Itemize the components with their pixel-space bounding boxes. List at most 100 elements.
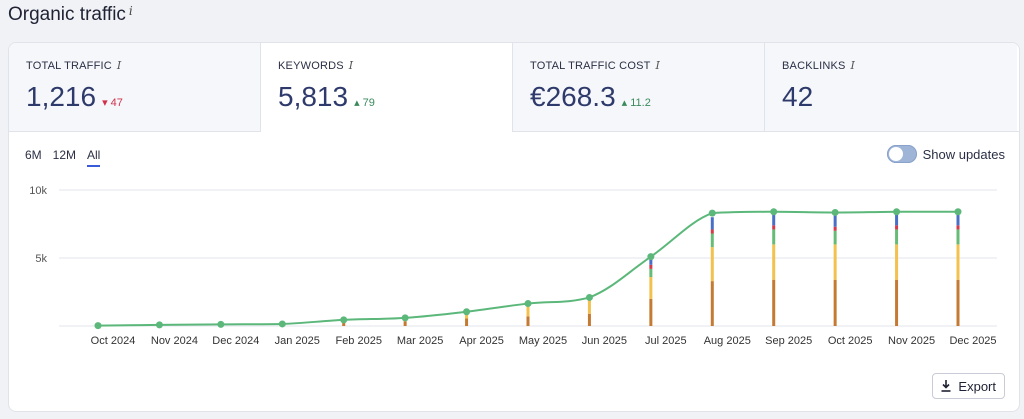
x-tick-label: Nov 2025	[888, 335, 935, 347]
data-point	[278, 320, 286, 328]
info-icon[interactable]: i	[128, 4, 133, 18]
bar-segment	[772, 244, 776, 280]
y-tick-label: 10k	[29, 185, 47, 197]
bar-segment	[649, 259, 653, 265]
data-point	[340, 316, 348, 324]
bar-segment	[587, 300, 591, 314]
show-updates-control[interactable]: Show updates	[886, 145, 1005, 163]
bar-segment	[772, 229, 776, 245]
data-point	[770, 208, 778, 216]
bar-segment	[895, 279, 899, 326]
metric-label: KEYWORDS i	[278, 59, 354, 72]
metric-value: 42	[782, 81, 814, 112]
metric-label: TOTAL TRAFFIC COST i	[530, 59, 661, 72]
bar-segment	[587, 313, 591, 326]
tab-12m[interactable]: 12M	[52, 148, 77, 162]
bar-segment	[710, 217, 714, 230]
x-tick-label: Feb 2025	[335, 335, 381, 347]
data-point	[94, 322, 102, 330]
bar-segment	[710, 247, 714, 282]
bar-segment	[465, 312, 469, 319]
bar-segment	[833, 279, 837, 326]
info-icon[interactable]: i	[116, 59, 122, 72]
metric-delta: ▾ 47	[102, 97, 123, 109]
metric-label: BACKLINKS i	[782, 59, 856, 72]
bar-segment	[772, 213, 776, 226]
bar-segment	[342, 321, 346, 326]
x-tick-label: Jun 2025	[582, 335, 627, 347]
bar-segment	[649, 264, 653, 269]
bar-segment	[895, 244, 899, 280]
bar-segment	[956, 229, 960, 245]
tab-6m[interactable]: 6M	[25, 148, 42, 162]
export-button[interactable]: Export	[932, 373, 1005, 399]
show-updates-toggle[interactable]	[886, 145, 917, 163]
bar-segment	[772, 225, 776, 230]
tab-all[interactable]: All	[87, 148, 101, 167]
bar-segment	[649, 298, 653, 326]
x-tick-label: Oct 2024	[91, 335, 136, 347]
data-point	[155, 321, 163, 329]
bar-segment	[403, 321, 407, 326]
bar-segment	[895, 229, 899, 245]
bar-segment	[526, 305, 530, 317]
toggle-knob	[888, 147, 903, 161]
bar-segment	[895, 213, 899, 226]
bar-segment	[649, 277, 653, 299]
bar-segment	[833, 226, 837, 231]
x-tick-label: Sep 2025	[765, 335, 812, 347]
bar-segment	[833, 230, 837, 245]
triangle-down-icon: ▾	[102, 97, 111, 109]
data-point	[893, 208, 901, 216]
bar-segment	[772, 279, 776, 326]
metric-value: 5,813	[278, 81, 349, 112]
bar-segment	[956, 213, 960, 226]
data-point	[524, 300, 532, 308]
x-tick-label: Jul 2025	[645, 335, 687, 347]
data-point	[217, 320, 225, 328]
data-point	[647, 253, 655, 261]
data-point	[831, 208, 839, 216]
bar-segment	[956, 279, 960, 326]
x-tick-label: Oct 2025	[828, 335, 873, 347]
info-icon[interactable]: i	[850, 59, 856, 72]
bar-segment	[649, 268, 653, 278]
bar-segment	[956, 244, 960, 280]
metric-keywords[interactable]: KEYWORDS i 5,813 ▴ 79	[261, 43, 513, 132]
show-updates-label: Show updates	[922, 146, 1005, 162]
x-tick-label: Mar 2025	[397, 335, 443, 347]
page-title-text: Organic traffic	[8, 4, 126, 25]
data-point	[708, 209, 716, 217]
bar-segment	[526, 316, 530, 326]
metrics-row: TOTAL TRAFFIC i 1,216 ▾ 47 KEYWORDS i 5,81…	[9, 43, 1019, 132]
traffic-chart: 10k 5k Oct 2024 Nov 2024 Dec 2024 Jan 2025 Feb…	[29, 185, 997, 347]
metric-total-traffic[interactable]: TOTAL TRAFFIC i 1,216 ▾ 47	[9, 43, 261, 131]
x-tick-label: Dec 2025	[949, 335, 996, 347]
x-tick-label: Aug 2025	[704, 335, 751, 347]
data-point	[401, 314, 409, 322]
page-title: Organic traffic i	[8, 4, 133, 26]
x-tick-label: Apr 2025	[459, 335, 504, 347]
bar-segment	[465, 318, 469, 326]
x-tick-label: Jan 2025	[275, 335, 320, 347]
metric-backlinks[interactable]: BACKLINKS i 42	[765, 43, 1017, 131]
x-tick-label: May 2025	[519, 335, 567, 347]
bar-segment	[710, 281, 714, 326]
triangle-up-icon: ▴	[621, 97, 631, 109]
range-tabs: 6M 12M All	[25, 148, 111, 167]
metric-total-traffic-cost[interactable]: TOTAL TRAFFIC COST i €268.3 ▴ 11.2	[513, 43, 765, 131]
bar-segment	[833, 214, 837, 227]
bar-segment	[833, 244, 837, 280]
metric-delta: ▴ 11.2	[621, 97, 651, 109]
metric-delta: ▴ 79	[354, 97, 375, 109]
info-icon[interactable]: i	[348, 59, 354, 72]
metric-value: 1,216	[26, 81, 97, 112]
metric-label: TOTAL TRAFFIC i	[26, 59, 122, 72]
data-point	[463, 308, 471, 316]
bar-segment	[710, 233, 714, 248]
export-label: Export	[958, 378, 996, 394]
info-icon[interactable]: i	[655, 59, 661, 72]
y-tick-label: 5k	[35, 253, 47, 265]
bar-segment	[956, 225, 960, 230]
x-tick-label: Dec 2024	[212, 335, 259, 347]
